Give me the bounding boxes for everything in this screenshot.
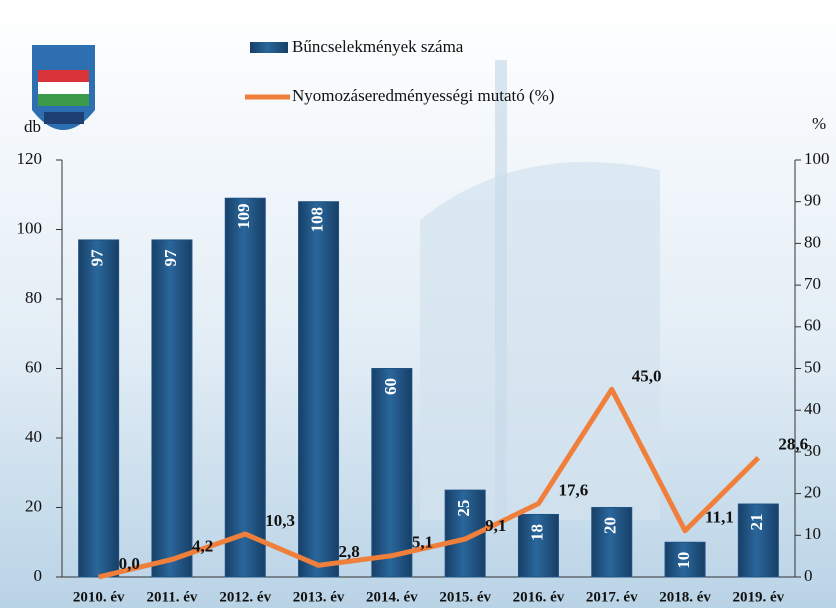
line-value-label: 45,0 [632,366,662,385]
x-tick-label: 2013. év [293,589,345,605]
legend-swatch [250,42,288,53]
bar [517,513,559,578]
x-tick-label: 2011. év [147,589,198,605]
y2-tick-label: 30 [804,441,821,460]
y2-tick-label: 80 [804,232,821,251]
y-tick-label: 0 [34,566,43,585]
bar-value-label: 108 [307,207,326,233]
tower-decoration [495,60,507,520]
line-value-label: 5,1 [412,533,433,552]
bar-value-label: 109 [234,203,253,229]
bar [151,239,193,578]
line-value-label: 11,1 [705,508,734,527]
legend: Bűncselekmények száma Nyomozáseredményes… [245,37,554,105]
y-axis-label: db [24,117,41,136]
y2-axis-label: % [812,114,826,133]
y2-tick-label: 90 [804,191,821,210]
bar-value-label: 60 [381,378,400,395]
line-value-label: 0,0 [119,554,140,573]
y-tick-label: 20 [25,496,42,515]
bar-value-label: 97 [88,249,107,267]
legend-label: Nyomozáseredményességi mutató (%) [292,86,554,105]
y-tick-label: 80 [25,288,42,307]
x-tick-label: 2019. év [733,589,785,605]
bar-value-label: 21 [747,514,766,531]
line-value-label: 4,2 [192,536,213,555]
bar [591,507,633,578]
bar-value-label: 18 [527,524,546,541]
bar-value-label: 25 [454,500,473,517]
y-tick-label: 40 [25,427,42,446]
bar [737,503,779,578]
bar [224,197,266,578]
y2-tick-label: 0 [804,566,813,585]
line-value-label: 28,6 [778,435,808,454]
y2-tick-label: 40 [804,399,821,418]
x-tick-label: 2010. év [73,589,125,605]
y-tick-label: 60 [25,357,42,376]
x-tick-label: 2016. év [513,589,565,605]
x-tick-label: 2014. év [366,589,418,605]
x-tick-label: 2017. év [586,589,638,605]
y2-tick-label: 20 [804,483,821,502]
logo [32,45,95,130]
bar [298,201,340,578]
bar [664,541,706,578]
bar [78,239,120,578]
y2-tick-label: 50 [804,357,821,376]
line-value-label: 17,6 [558,481,588,500]
bar [371,368,413,578]
x-tick-label: 2015. év [439,589,491,605]
y2-tick-label: 100 [804,149,830,168]
bar-value-label: 20 [601,517,620,534]
line [98,386,761,580]
y-tick-label: 100 [17,218,43,237]
building-decoration [420,161,660,520]
line-value-label: 2,8 [339,542,360,561]
y2-tick-label: 60 [804,316,821,335]
x-tick-label: 2012. év [219,589,271,605]
y2-tick-label: 70 [804,274,821,293]
y-tick-label: 120 [17,149,43,168]
line-value-label: 9,1 [485,516,506,535]
line-value-label: 10,3 [265,511,295,530]
bar-value-label: 10 [674,552,693,569]
bar-value-label: 97 [161,249,180,267]
y2-tick-label: 10 [804,524,821,543]
legend-label: Bűncselekmények száma [292,37,464,56]
x-tick-label: 2018. év [659,589,711,605]
